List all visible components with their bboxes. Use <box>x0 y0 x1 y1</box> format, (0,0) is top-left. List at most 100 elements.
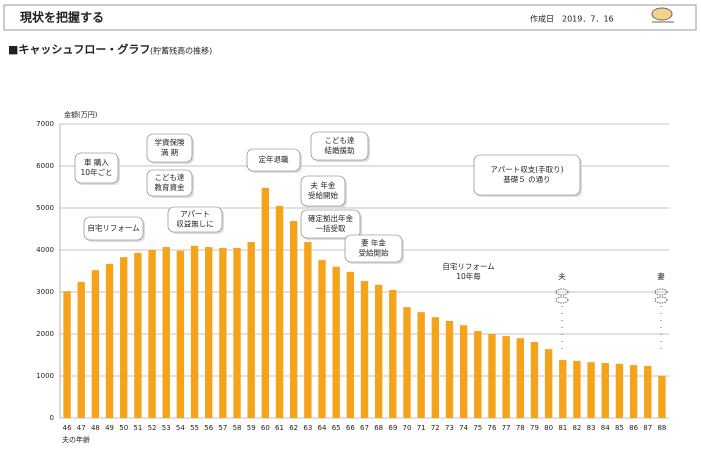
marker-oval <box>654 296 668 304</box>
page-title: 現状を把握する <box>20 10 104 25</box>
y-tick-label: 6000 <box>36 162 54 170</box>
bar <box>615 363 624 418</box>
x-tick-label: 87 <box>643 424 652 432</box>
callout-text: 学資保険 <box>155 137 185 147</box>
bar <box>176 250 185 418</box>
bar <box>644 365 652 418</box>
x-tick-label: 88 <box>657 424 666 432</box>
callout-text: 教育資金 <box>155 182 185 192</box>
callout-text: 夫 年金 <box>311 180 336 190</box>
callout-text: 基礎５ の通り <box>503 174 550 184</box>
x-tick-label: 77 <box>502 424 511 432</box>
x-tick-label: 76 <box>488 424 497 432</box>
callout-text: こども達 <box>325 135 355 145</box>
x-tick-label: 85 <box>615 424 624 432</box>
marker-oval <box>654 288 668 296</box>
x-tick-label: 82 <box>572 424 581 432</box>
x-tick-label: 69 <box>388 424 397 432</box>
x-tick-label: 70 <box>403 424 412 432</box>
x-tick-label: 74 <box>459 424 468 432</box>
bar <box>530 341 539 418</box>
bar <box>360 281 369 418</box>
x-tick-label: 49 <box>105 424 114 432</box>
bar <box>587 362 595 418</box>
bar <box>219 247 227 418</box>
x-tick-label: 47 <box>77 424 86 432</box>
marker-oval <box>555 296 569 304</box>
x-tick-label: 48 <box>91 424 100 432</box>
x-tick-label: 62 <box>289 424 298 432</box>
callout-text: アパート収支(手取り) <box>490 164 563 174</box>
bar <box>502 336 510 418</box>
y-tick-label: 3000 <box>36 288 54 296</box>
bar <box>332 266 340 418</box>
x-tick-label: 66 <box>346 424 355 432</box>
x-tick-label: 53 <box>162 424 171 432</box>
callout: 自宅リフォーム <box>83 216 145 242</box>
callout-box <box>146 133 193 163</box>
bar <box>304 242 312 418</box>
bar <box>459 325 468 418</box>
bar <box>190 245 199 418</box>
y-tick-label: 1000 <box>36 372 54 380</box>
x-tick-label: 81 <box>558 424 567 432</box>
x-tick-label: 50 <box>119 424 128 432</box>
y-tick-label: 4000 <box>36 246 54 254</box>
bar <box>318 260 326 418</box>
callout-text: 受給開始 <box>359 248 389 258</box>
x-tick-label: 56 <box>204 424 213 432</box>
x-tick-label: 46 <box>63 424 72 432</box>
bar <box>148 250 156 418</box>
chart-subtitle: (貯蓄残高の推移) <box>150 46 212 56</box>
x-tick-label: 52 <box>148 424 157 432</box>
bar <box>573 360 581 418</box>
bar <box>261 187 270 418</box>
callout-text: 妻 年金 <box>361 238 386 248</box>
callout-text: 自宅リフォーム <box>87 223 139 233</box>
x-tick-label: 79 <box>530 424 539 432</box>
callout-text: 確定拠出年金 <box>308 213 353 223</box>
header-box <box>3 4 697 31</box>
callout-box <box>74 152 119 184</box>
callout-text: 収益無しに <box>176 219 214 229</box>
x-tick-label: 84 <box>601 424 610 432</box>
bar <box>417 312 425 418</box>
x-axis-label: 夫の年齢 <box>62 435 90 444</box>
callout: 定年退職 <box>246 148 302 173</box>
bar <box>77 281 85 418</box>
bar <box>346 271 355 418</box>
callout: アパート収支(手取り)基礎５ の通り <box>473 154 582 197</box>
callout-text: 満 期 <box>161 148 178 157</box>
bar <box>544 349 553 418</box>
callout-text: 定年退職 <box>259 154 289 164</box>
callout-text: アパート <box>180 210 210 219</box>
x-tick-label: 86 <box>629 424 638 432</box>
logo-icon <box>651 7 674 23</box>
y-axis-label: 金額(万円) <box>64 110 98 119</box>
x-tick-label: 59 <box>247 424 256 432</box>
x-tick-label: 55 <box>190 424 199 432</box>
bar <box>205 247 213 418</box>
y-tick-label: 2000 <box>36 330 54 338</box>
bar <box>403 307 411 418</box>
x-tick-label: 54 <box>176 424 185 432</box>
callout-box <box>167 206 223 233</box>
bar <box>559 360 567 418</box>
bar <box>233 247 241 418</box>
bar <box>658 376 666 418</box>
bar <box>247 242 255 418</box>
bar <box>629 365 638 418</box>
chart-title: ■キャッシュフロー・グラフ <box>8 42 150 56</box>
callout-text: 10年ごと <box>80 167 112 177</box>
callout-box <box>83 216 144 241</box>
callout-text: 妻 <box>657 271 665 281</box>
callout: 妻 <box>654 271 668 352</box>
